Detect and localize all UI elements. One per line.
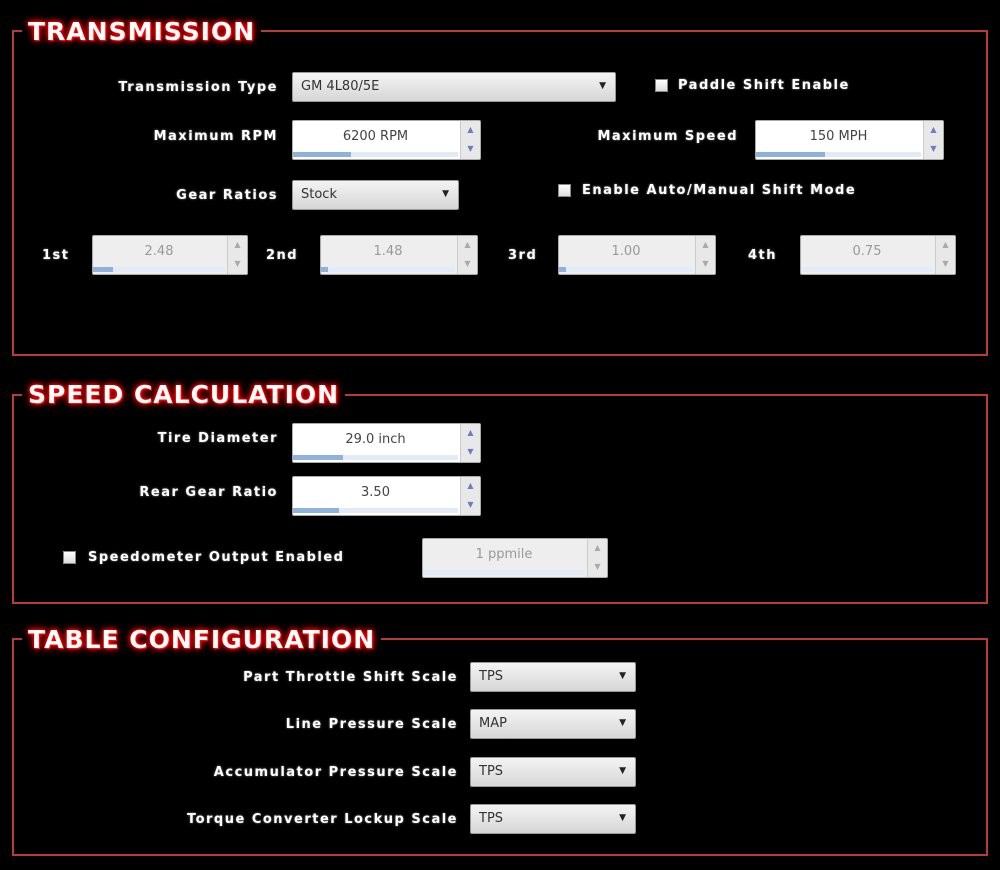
speedometer-output-label: Speedometer Output Enabled [88, 550, 345, 565]
table-configuration-title: TABLE CONFIGURATION [22, 625, 382, 654]
auto-manual-checkbox[interactable] [558, 184, 571, 197]
gear-2-value: 1.48 [373, 244, 403, 259]
gear-4-value: 0.75 [852, 244, 882, 259]
line-pressure-scale-select[interactable]: MAP ▼ [470, 709, 636, 739]
spin-down-icon[interactable]: ▼ [594, 562, 601, 571]
dropdown-arrow-icon: ▼ [619, 766, 626, 776]
accumulator-pressure-scale-value: TPS [479, 764, 504, 779]
transmission-title: TRANSMISSION [22, 17, 262, 46]
max-rpm-label: Maximum RPM [153, 129, 278, 144]
rear-gear-ratio-value: 3.50 [361, 485, 390, 500]
tire-diameter-value: 29.0 inch [345, 432, 406, 447]
speedometer-output-value: 1 ppmile [475, 547, 533, 562]
transmission-type-label: Transmission Type [118, 80, 278, 95]
spin-down-icon[interactable]: ▼ [942, 259, 949, 268]
max-speed-label: Maximum Speed [597, 129, 738, 144]
paddle-shift-label: Paddle Shift Enable [678, 78, 850, 93]
tire-diameter-spinbox[interactable]: 29.0 inch ▲ ▼ [292, 423, 481, 463]
spin-up-icon[interactable]: ▲ [467, 481, 474, 490]
spin-up-icon[interactable]: ▲ [464, 240, 471, 249]
max-rpm-fill [293, 152, 351, 157]
spin-down-icon[interactable]: ▼ [467, 144, 474, 153]
speed-calculation-title: SPEED CALCULATION [22, 380, 346, 409]
gear-1-fill [93, 267, 113, 272]
auto-manual-label: Enable Auto/Manual Shift Mode [582, 183, 857, 198]
rear-gear-ratio-label: Rear Gear Ratio [139, 485, 278, 500]
spin-up-icon[interactable]: ▲ [942, 240, 949, 249]
table-configuration-frame [12, 638, 988, 856]
transmission-type-value: GM 4L80/5E [301, 79, 380, 94]
gear-4-spinbox[interactable]: 0.75 ▲ ▼ [800, 235, 956, 275]
spin-down-icon[interactable]: ▼ [464, 259, 471, 268]
spin-up-icon[interactable]: ▲ [930, 125, 937, 134]
spin-up-icon[interactable]: ▲ [467, 428, 474, 437]
spin-up-icon[interactable]: ▲ [467, 125, 474, 134]
dropdown-arrow-icon: ▼ [619, 718, 626, 728]
spin-down-icon[interactable]: ▼ [930, 144, 937, 153]
transmission-frame [12, 30, 988, 356]
gear-1-spinbox[interactable]: 2.48 ▲ ▼ [92, 235, 248, 275]
part-throttle-shift-scale-value: TPS [479, 669, 504, 684]
speedometer-output-checkbox[interactable] [63, 551, 76, 564]
gear-1-label: 1st [42, 248, 70, 263]
line-pressure-scale-value: MAP [479, 716, 507, 731]
dropdown-arrow-icon: ▼ [599, 81, 606, 91]
gear-2-spinbox[interactable]: 1.48 ▲ ▼ [320, 235, 478, 275]
tire-diameter-label: Tire Diameter [157, 431, 278, 446]
paddle-shift-checkbox[interactable] [655, 79, 668, 92]
gear-2-fill [321, 267, 328, 272]
part-throttle-shift-scale-select[interactable]: TPS ▼ [470, 662, 636, 692]
dropdown-arrow-icon: ▼ [619, 671, 626, 681]
speed-calculation-frame [12, 394, 988, 604]
gear-ratios-label: Gear Ratios [176, 188, 278, 203]
max-speed-spinbox[interactable]: 150 MPH ▲ ▼ [755, 120, 944, 160]
torque-converter-lockup-scale-value: TPS [479, 811, 504, 826]
gear-3-spinbox[interactable]: 1.00 ▲ ▼ [558, 235, 716, 275]
dropdown-arrow-icon: ▼ [442, 189, 449, 199]
rear-gear-ratio-fill [293, 508, 339, 513]
max-speed-value: 150 MPH [809, 129, 868, 144]
accumulator-pressure-scale-label: Accumulator Pressure Scale [213, 765, 458, 780]
gear-ratios-value: Stock [301, 187, 337, 202]
torque-converter-lockup-scale-select[interactable]: TPS ▼ [470, 804, 636, 834]
spin-up-icon[interactable]: ▲ [702, 240, 709, 249]
spin-up-icon[interactable]: ▲ [594, 543, 601, 552]
accumulator-pressure-scale-select[interactable]: TPS ▼ [470, 757, 636, 787]
max-speed-fill [756, 152, 825, 157]
line-pressure-scale-label: Line Pressure Scale [285, 717, 458, 732]
gear-3-label: 3rd [508, 248, 538, 263]
transmission-type-select[interactable]: GM 4L80/5E ▼ [292, 72, 616, 102]
rear-gear-ratio-spinbox[interactable]: 3.50 ▲ ▼ [292, 476, 481, 516]
gear-2-label: 2nd [266, 248, 299, 263]
gear-4-label: 4th [748, 248, 778, 263]
speedometer-output-spinbox[interactable]: 1 ppmile ▲ ▼ [422, 538, 608, 578]
tire-diameter-fill [293, 455, 343, 460]
gear-3-fill [559, 267, 566, 272]
part-throttle-shift-scale-label: Part Throttle Shift Scale [243, 670, 458, 685]
max-rpm-value: 6200 RPM [342, 129, 409, 144]
gear-ratios-select[interactable]: Stock ▼ [292, 180, 459, 210]
dropdown-arrow-icon: ▼ [619, 813, 626, 823]
spin-down-icon[interactable]: ▼ [467, 447, 474, 456]
gear-1-value: 2.48 [144, 244, 174, 259]
spin-up-icon[interactable]: ▲ [234, 240, 241, 249]
torque-converter-lockup-scale-label: Torque Converter Lockup Scale [186, 812, 458, 827]
spin-down-icon[interactable]: ▼ [467, 500, 474, 509]
max-rpm-spinbox[interactable]: 6200 RPM ▲ ▼ [292, 120, 481, 160]
gear-3-value: 1.00 [611, 244, 641, 259]
spin-down-icon[interactable]: ▼ [234, 259, 241, 268]
spin-down-icon[interactable]: ▼ [702, 259, 709, 268]
